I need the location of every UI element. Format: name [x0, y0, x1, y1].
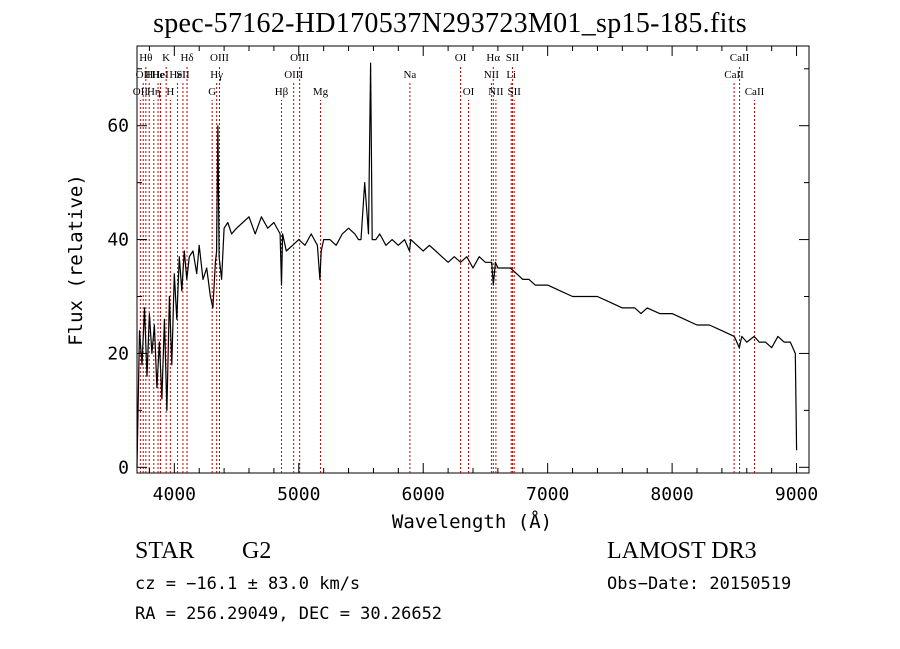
line-marker-label: Hα: [486, 52, 500, 64]
x-tick-label: 4000: [153, 484, 196, 505]
redshift-velocity: cz = −16.1 ± 83.0 km/s: [135, 574, 361, 594]
line-marker-label: Hγ: [210, 69, 223, 81]
line-marker-label: He: [152, 69, 165, 81]
line-marker-label: Mg: [313, 86, 329, 98]
y-tick-label: 40: [107, 230, 129, 251]
object-class: STAR: [135, 538, 195, 564]
line-marker-label: OII: [136, 69, 152, 81]
x-tick-label: 7000: [526, 484, 569, 505]
line-marker-label: H: [145, 69, 153, 81]
line-marker-label: OII: [133, 86, 149, 98]
line-markers: OIIOIIHθHHηHeHeIKHHeISIIHδGHγOIIIHβOIIIO…: [133, 52, 765, 473]
y-tick-label: 20: [107, 343, 129, 364]
line-marker-label: CaII: [745, 86, 765, 98]
line-marker-label: NII: [488, 86, 504, 98]
line-marker-label: OIII: [284, 69, 303, 81]
line-marker-label: NII: [484, 69, 500, 81]
line-marker-label: OI: [463, 86, 475, 98]
line-marker-label: Hβ: [275, 86, 289, 98]
spectral-subclass: G2: [242, 538, 272, 564]
line-marker-label: Hθ: [139, 52, 152, 64]
y-axis-label: Flux (relative): [65, 174, 87, 346]
line-marker-label: Hη: [147, 86, 161, 98]
line-marker-label: K: [162, 52, 170, 64]
x-axis-label: Wavelength (Å): [391, 511, 553, 533]
x-tick-label: 5000: [277, 484, 320, 505]
line-marker-label: H: [166, 86, 174, 98]
line-marker-label: SII: [507, 86, 521, 98]
survey-name: LAMOST DR3: [607, 538, 757, 564]
axis-ticks: 4000 5000 6000 7000 8000 9000 0 20 40 60: [107, 46, 818, 505]
plot-frame: [136, 45, 810, 474]
line-marker-label: CaII: [724, 69, 744, 81]
line-marker-label: CaII: [730, 52, 750, 64]
line-marker-label: OIII: [210, 52, 229, 64]
line-marker-label: Hδ: [180, 52, 193, 64]
x-tick-label: 8000: [650, 484, 693, 505]
x-tick-label: 9000: [775, 484, 818, 505]
line-marker-label: SII: [176, 69, 190, 81]
line-marker-label: Li: [506, 69, 516, 81]
line-marker-label: OIII: [290, 52, 309, 64]
series-line: [136, 62, 798, 468]
y-tick-label: 0: [118, 457, 129, 478]
coordinates: RA = 256.29049, DEC = 30.26652: [135, 604, 443, 624]
line-marker-label: SII: [506, 52, 520, 64]
chart-title: spec-57162-HD170537N293723M01_sp15-185.f…: [153, 8, 747, 39]
line-marker-label: G: [208, 86, 216, 98]
spectrum-series: [136, 62, 798, 468]
line-marker-label: Na: [403, 69, 416, 81]
line-marker-label: HeI: [152, 69, 169, 81]
observation-date: Obs−Date: 20150519: [607, 574, 792, 594]
y-tick-label: 60: [107, 116, 129, 137]
line-marker-label: HeI: [169, 69, 186, 81]
line-marker-label: OI: [455, 52, 467, 64]
x-tick-label: 6000: [402, 484, 445, 505]
